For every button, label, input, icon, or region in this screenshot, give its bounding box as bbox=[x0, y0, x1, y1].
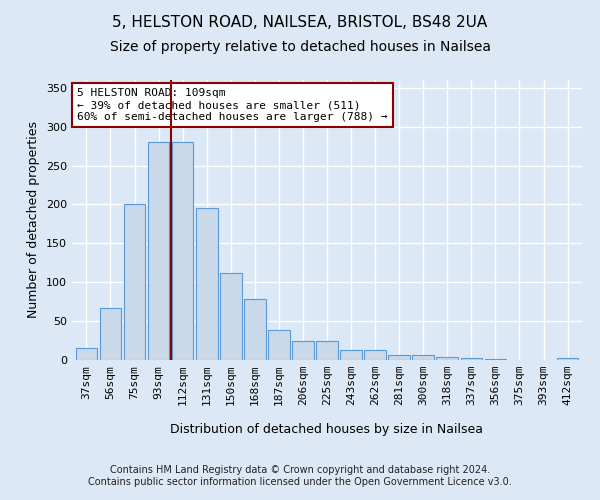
Bar bbox=[316, 340, 338, 360]
Bar bbox=[340, 350, 362, 360]
Text: Distribution of detached houses by size in Nailsea: Distribution of detached houses by size … bbox=[170, 422, 484, 436]
Bar bbox=[100, 308, 121, 360]
Bar bbox=[485, 359, 506, 360]
Bar bbox=[172, 142, 193, 360]
Bar bbox=[412, 356, 434, 360]
Y-axis label: Number of detached properties: Number of detached properties bbox=[28, 122, 40, 318]
Bar bbox=[292, 340, 314, 360]
Bar bbox=[388, 354, 410, 360]
Bar bbox=[244, 298, 266, 360]
Bar bbox=[196, 208, 218, 360]
Bar bbox=[220, 273, 242, 360]
Text: 5 HELSTON ROAD: 109sqm
← 39% of detached houses are smaller (511)
60% of semi-de: 5 HELSTON ROAD: 109sqm ← 39% of detached… bbox=[77, 88, 388, 122]
Bar bbox=[148, 142, 169, 360]
Bar bbox=[461, 358, 482, 360]
Bar bbox=[364, 350, 386, 360]
Bar bbox=[76, 348, 97, 360]
Bar bbox=[557, 358, 578, 360]
Text: Contains HM Land Registry data © Crown copyright and database right 2024.
Contai: Contains HM Land Registry data © Crown c… bbox=[88, 465, 512, 486]
Bar bbox=[124, 204, 145, 360]
Text: Size of property relative to detached houses in Nailsea: Size of property relative to detached ho… bbox=[110, 40, 491, 54]
Bar bbox=[436, 357, 458, 360]
Bar bbox=[268, 330, 290, 360]
Text: 5, HELSTON ROAD, NAILSEA, BRISTOL, BS48 2UA: 5, HELSTON ROAD, NAILSEA, BRISTOL, BS48 … bbox=[112, 15, 488, 30]
